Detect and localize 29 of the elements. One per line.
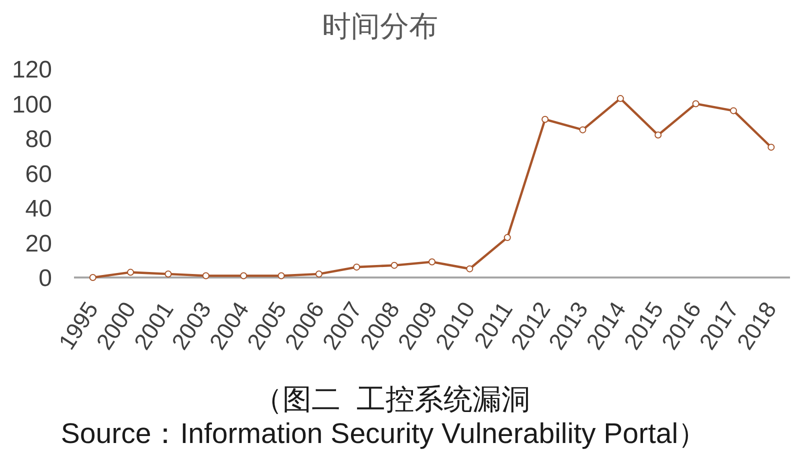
y-tick-label: 100 bbox=[12, 91, 52, 118]
point bbox=[127, 268, 134, 276]
point bbox=[692, 100, 700, 108]
point bbox=[202, 272, 210, 280]
point bbox=[579, 126, 586, 134]
point bbox=[428, 258, 436, 266]
y-tick-label: 120 bbox=[12, 56, 52, 84]
point bbox=[89, 274, 96, 281]
y-tick-label: 0 bbox=[38, 265, 52, 292]
source-note: Source：Information Security Vulnerability Portal） bbox=[60, 418, 708, 450]
y-tick-label: 60 bbox=[25, 160, 52, 188]
point bbox=[768, 144, 775, 151]
point bbox=[240, 272, 248, 280]
point bbox=[542, 116, 549, 123]
point bbox=[278, 272, 285, 280]
chart-title: 时间分布 bbox=[322, 11, 438, 43]
y-tick-label: 20 bbox=[25, 230, 52, 258]
point bbox=[466, 265, 474, 272]
point bbox=[164, 270, 172, 278]
y-tick-label: 40 bbox=[25, 196, 52, 222]
point bbox=[353, 264, 360, 271]
point bbox=[315, 270, 322, 278]
point bbox=[654, 132, 662, 139]
point bbox=[616, 95, 624, 102]
point bbox=[390, 262, 398, 269]
text: （图二 工控系统漏洞 bbox=[253, 384, 531, 416]
point bbox=[504, 234, 511, 242]
y-tick-label: 80 bbox=[25, 126, 52, 153]
point bbox=[730, 107, 737, 114]
